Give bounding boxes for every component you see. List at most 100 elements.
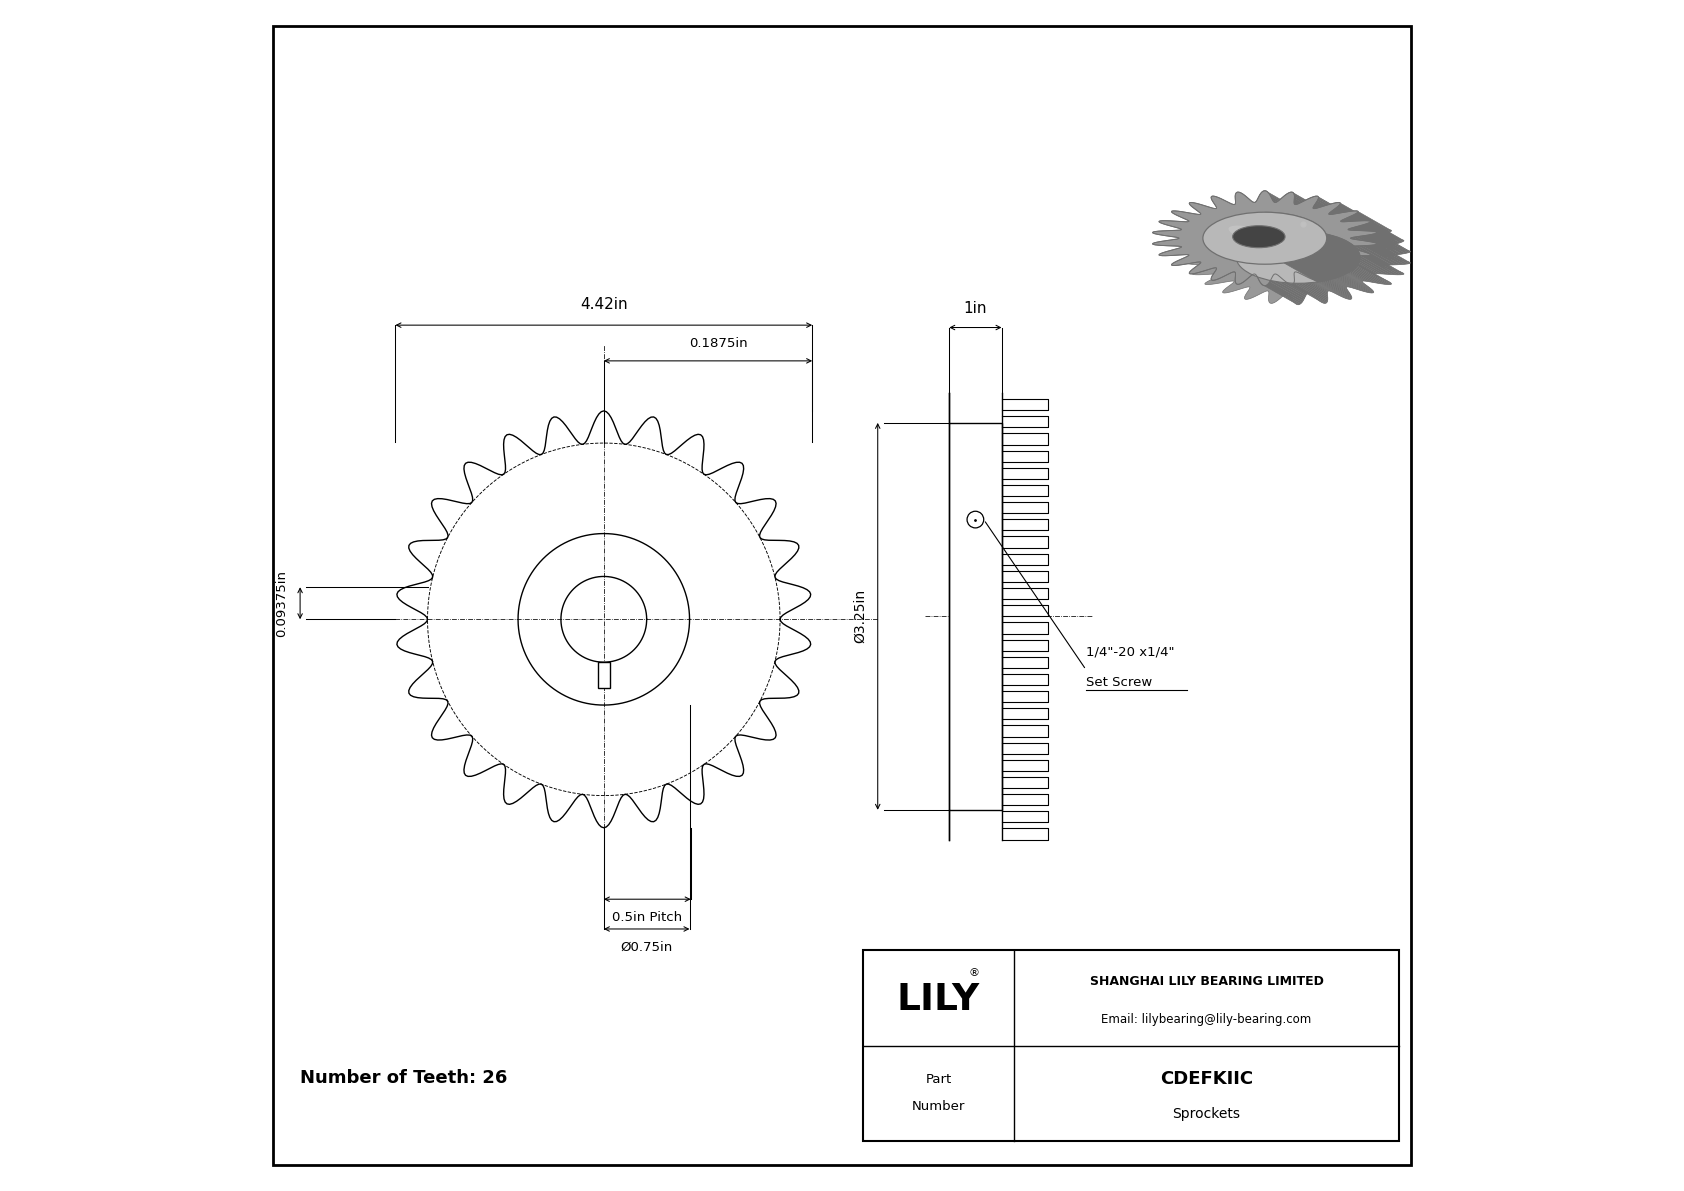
Polygon shape [1282,198,1317,218]
Polygon shape [1329,214,1364,233]
Text: 1in: 1in [963,300,987,316]
Polygon shape [1367,220,1403,239]
Polygon shape [1315,268,1351,287]
Polygon shape [1317,268,1352,288]
Polygon shape [1347,258,1383,279]
Polygon shape [1314,204,1349,225]
Polygon shape [1325,204,1362,224]
Polygon shape [1308,198,1344,218]
Polygon shape [1312,197,1347,217]
Text: Number of Teeth: 26: Number of Teeth: 26 [300,1068,507,1087]
Polygon shape [1317,274,1351,295]
Polygon shape [1273,201,1307,222]
Polygon shape [1317,280,1352,299]
Polygon shape [1312,279,1347,299]
Polygon shape [1315,273,1349,293]
Polygon shape [1364,235,1401,255]
Polygon shape [1361,220,1398,239]
Polygon shape [1340,255,1376,275]
Polygon shape [1273,274,1307,294]
Polygon shape [1339,263,1376,283]
Polygon shape [1349,230,1383,249]
Polygon shape [1349,248,1384,267]
Polygon shape [1329,262,1362,282]
Polygon shape [1335,274,1372,293]
Polygon shape [1330,204,1366,223]
Polygon shape [1295,278,1327,299]
Text: ®: ® [968,968,980,978]
Polygon shape [1340,222,1374,241]
Polygon shape [1344,218,1381,238]
Polygon shape [1293,193,1327,212]
Polygon shape [1349,229,1383,249]
Polygon shape [1293,273,1327,294]
Polygon shape [1320,206,1356,226]
Polygon shape [1268,282,1303,303]
Polygon shape [1357,211,1391,231]
Polygon shape [1283,279,1319,300]
Polygon shape [1322,205,1359,225]
Polygon shape [1287,282,1322,303]
Polygon shape [1330,262,1366,281]
Text: Part: Part [925,1073,951,1086]
Text: 1/4"-20 x1/4": 1/4"-20 x1/4" [1086,646,1175,657]
Polygon shape [1334,273,1369,293]
Polygon shape [1298,273,1334,293]
Polygon shape [1369,220,1404,241]
Polygon shape [1260,193,1295,213]
Polygon shape [1256,276,1292,297]
Polygon shape [1314,280,1349,299]
Polygon shape [1317,207,1352,227]
Polygon shape [1305,199,1342,219]
Polygon shape [1303,200,1339,220]
Polygon shape [1293,281,1327,303]
Polygon shape [1273,200,1307,220]
Polygon shape [1314,207,1347,227]
Polygon shape [1334,266,1369,287]
Text: 0.09375in: 0.09375in [274,569,288,637]
Polygon shape [1258,278,1292,299]
Polygon shape [1361,236,1398,255]
Polygon shape [1354,239,1389,258]
Polygon shape [1317,199,1352,219]
Polygon shape [1349,247,1384,266]
Polygon shape [1330,264,1366,285]
Polygon shape [1290,285,1325,304]
Polygon shape [1339,212,1376,232]
Polygon shape [1356,239,1393,260]
Polygon shape [1271,276,1305,297]
Polygon shape [1303,275,1339,295]
Polygon shape [1320,269,1356,289]
Polygon shape [1322,270,1359,291]
Polygon shape [1369,222,1404,242]
Polygon shape [1315,280,1351,299]
Polygon shape [1362,231,1401,250]
Polygon shape [1186,210,1411,305]
Polygon shape [1356,255,1393,275]
Polygon shape [1356,236,1393,256]
Polygon shape [1367,235,1404,254]
Polygon shape [1265,286,1300,305]
Polygon shape [1367,242,1404,261]
Text: 0.1875in: 0.1875in [689,337,748,350]
Polygon shape [1283,195,1319,217]
Polygon shape [1295,199,1327,219]
Polygon shape [1351,247,1388,266]
Text: Set Screw: Set Screw [1086,676,1152,688]
Polygon shape [1275,202,1310,222]
Polygon shape [1349,247,1383,267]
Polygon shape [1344,264,1381,283]
Polygon shape [1261,283,1295,304]
Polygon shape [1275,202,1308,222]
Polygon shape [1275,274,1308,293]
Polygon shape [1295,205,1330,224]
Polygon shape [1351,237,1386,257]
Polygon shape [1329,214,1362,233]
Polygon shape [1344,212,1381,231]
Polygon shape [1356,262,1391,282]
Polygon shape [1359,231,1396,250]
Polygon shape [1361,256,1398,275]
Polygon shape [1256,201,1290,222]
Polygon shape [1258,197,1292,218]
Polygon shape [1295,272,1329,292]
